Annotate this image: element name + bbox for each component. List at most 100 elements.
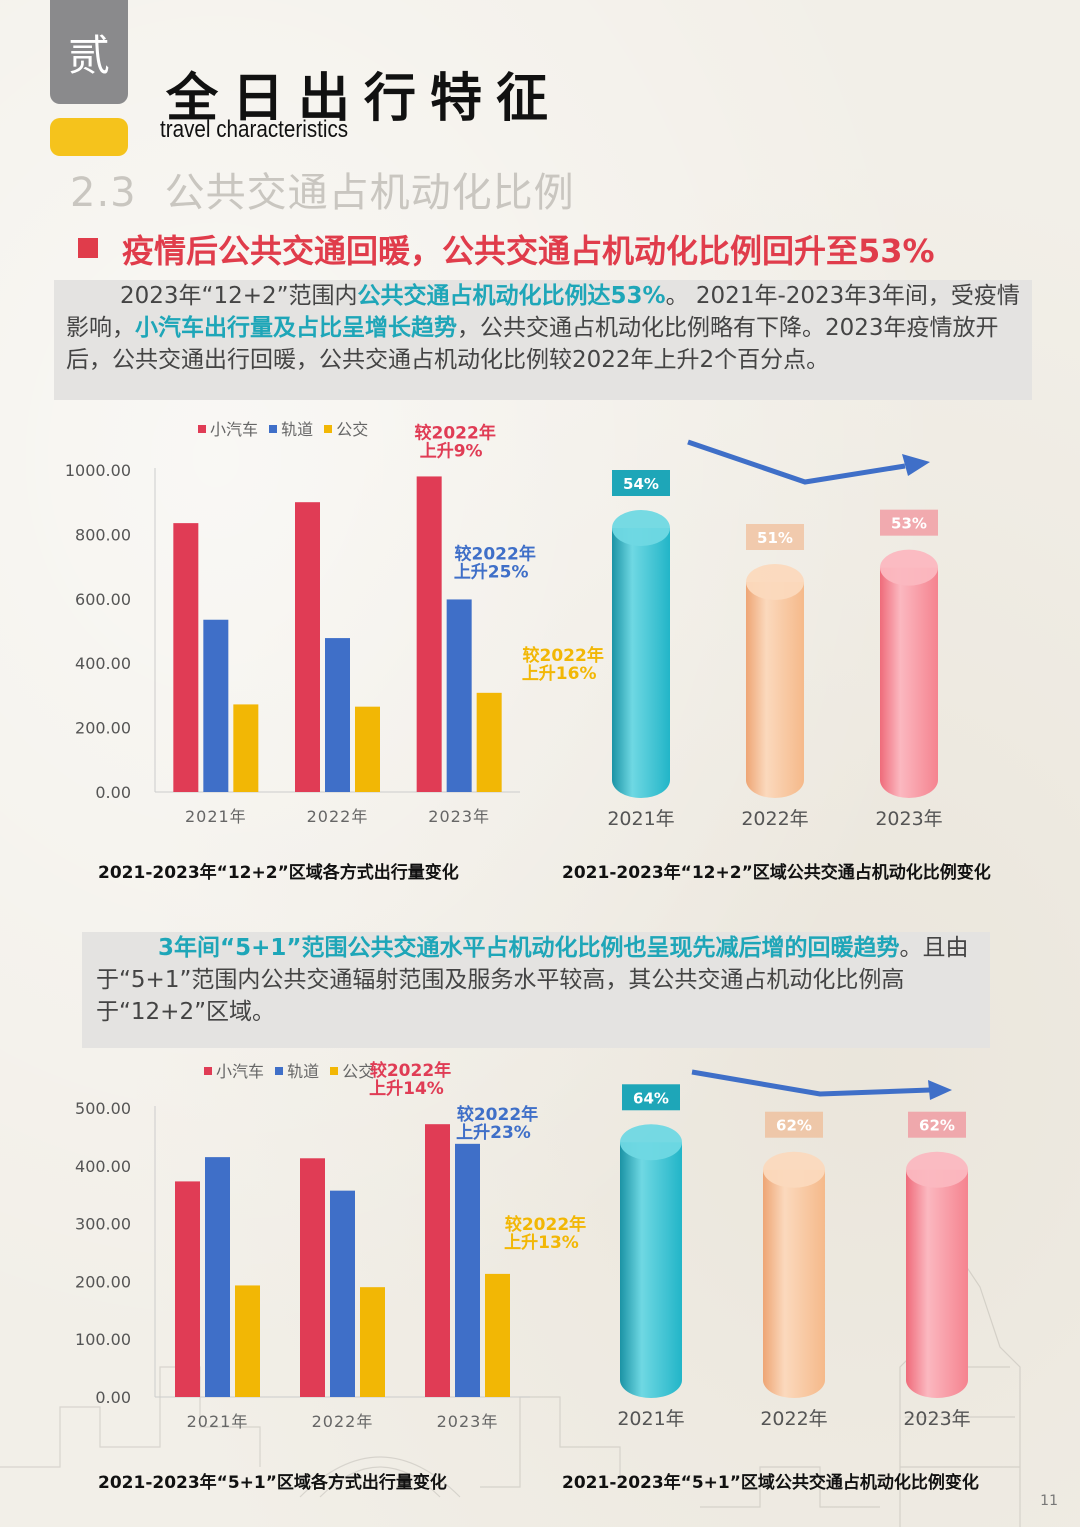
chart3-caption: 2021-2023年“5+1”区域各方式出行量变化 — [98, 1473, 447, 1493]
y-tick-label: 0.00 — [95, 1388, 131, 1407]
section-number: 2.3 — [70, 170, 137, 216]
bar-公交-2022年 — [360, 1287, 385, 1397]
annotation-line-1: 较2022年 — [523, 645, 604, 666]
cylinder-2023年 — [906, 1151, 968, 1398]
legend-swatch-rail — [269, 425, 278, 433]
x-tick-label: 2021年 — [187, 1412, 249, 1431]
bar-小汽车-2022年 — [300, 1158, 325, 1397]
bar-轨道-2021年 — [205, 1157, 230, 1397]
chart2-caption: 2021-2023年“12+2”区域公共交通占机动化比例变化 — [562, 863, 991, 883]
value-label: 54% — [623, 475, 659, 493]
cylinder-2021年 — [612, 510, 670, 798]
bar-小汽车-2022年 — [295, 502, 320, 792]
cylinder-body — [746, 582, 804, 798]
bar-轨道-2023年 — [446, 599, 472, 792]
annotation-line-2: 上升9% — [420, 441, 483, 461]
bar-小汽车-2021年 — [173, 523, 199, 792]
value-label: 64% — [633, 1089, 669, 1107]
page-subtitle: travel characteristics — [160, 116, 349, 143]
value-badge — [622, 1084, 680, 1111]
cylinder-top — [620, 1124, 682, 1161]
trend-arrow-head — [902, 454, 930, 476]
trend-arrow-head — [928, 1080, 952, 1100]
legend-rail: 轨道 — [287, 1062, 320, 1081]
legend-swatch-car — [204, 1067, 212, 1075]
cylinder-body — [906, 1169, 968, 1398]
headline: 疫情后公共交通回暖，公共交通占机动化比例回升至53% — [78, 226, 935, 272]
y-tick-label: 200.00 — [75, 719, 131, 738]
x-tick-label: 2023年 — [903, 1408, 970, 1430]
cylinder-top — [880, 549, 938, 586]
legend-car: 小汽车 — [216, 1062, 265, 1081]
bar-轨道-2021年 — [203, 619, 229, 792]
annotation-line-2: 上升16% — [522, 664, 597, 684]
cylinder-top — [746, 564, 804, 600]
annotation-line-2: 上升25% — [454, 562, 529, 582]
y-tick-label: 500.00 — [75, 1099, 131, 1118]
chapter-tab: 贰 — [50, 0, 128, 104]
intro-textbox-2: 3年间“5+1”范围公共交通水平占机动化比例也呈现先减后增的回暖趋势。且由于“5… — [82, 932, 990, 1048]
y-tick-label: 600.00 — [75, 590, 131, 609]
bar-annotation: 较2022年上升23% — [456, 1104, 538, 1143]
bar-annotation: 较2022年上升13% — [504, 1214, 586, 1253]
intro-text-c: ，公共交通占机动化比例略有下降。2023年疫情放开后，公共交通出行回暖，公共交通… — [66, 315, 999, 373]
chart1-legend: 小汽车 轨道 公交 — [192, 416, 368, 440]
intro-text-a: 2023年“12+2”范围内 — [120, 283, 358, 309]
x-tick-label: 2023年 — [875, 808, 942, 830]
chapter-accent-block — [50, 118, 128, 156]
x-tick-label: 2021年 — [185, 807, 247, 826]
legend-swatch-bus — [330, 1067, 339, 1075]
intro-text-b: 。 2021年-2023年3年间，受疫情影响， — [66, 283, 1020, 341]
page-number: 11 — [1040, 1493, 1058, 1509]
value-badge — [612, 470, 670, 496]
annotation-line-2: 上升23% — [456, 1123, 531, 1143]
value-label: 62% — [919, 1117, 955, 1135]
x-tick-label: 2022年 — [760, 1408, 827, 1430]
x-tick-label: 2021年 — [607, 808, 674, 830]
legend-rail: 轨道 — [281, 420, 314, 439]
y-tick-label: 200.00 — [75, 1272, 131, 1291]
intro-highlight-2: 小汽车出行量及占比呈增长趋势 — [135, 315, 457, 341]
value-badge — [880, 509, 938, 536]
annotation-line-2: 上升14% — [369, 1079, 444, 1099]
x-tick-label: 2022年 — [307, 807, 369, 826]
bar-annotation: 较2022年上升25% — [454, 543, 536, 582]
y-tick-label: 100.00 — [75, 1330, 131, 1349]
y-tick-label: 0.00 — [95, 783, 131, 802]
y-tick-label: 400.00 — [75, 1157, 131, 1176]
trend-arrow — [691, 1069, 931, 1097]
cylinder-2023年 — [880, 549, 938, 798]
bar-公交-2023年 — [476, 692, 502, 792]
value-badge — [765, 1111, 823, 1138]
bar-公交-2022年 — [355, 706, 380, 792]
value-badge — [908, 1111, 966, 1138]
intro2-highlight: 3年间“5+1”范围公共交通水平占机动化比例也呈现先减后增的回暖趋势 — [158, 935, 900, 961]
cylinder-body — [620, 1142, 682, 1398]
cylinder-body — [763, 1169, 825, 1398]
legend-car: 小汽车 — [210, 420, 259, 439]
bar-公交-2021年 — [233, 704, 259, 792]
cylinder-2022年 — [763, 1151, 825, 1398]
y-tick-label: 300.00 — [75, 1215, 131, 1234]
chart-12plus2-trips: 1000.00 800.00 600.00 400.00 200.00 0.00 2021年… — [65, 422, 604, 826]
cylinder-top — [612, 510, 670, 546]
annotation-line-1: 较2022年 — [505, 1214, 586, 1235]
bar-轨道-2023年 — [455, 1143, 480, 1397]
value-badge — [746, 524, 804, 550]
chart4-caption: 2021-2023年“5+1”区域公共交通占机动化比例变化 — [562, 1473, 979, 1493]
x-tick-label: 2023年 — [428, 807, 490, 826]
cylinder-2022年 — [746, 564, 804, 798]
chart-12plus2-share: 54% 2021年 51% 2022年 53% 2023年 — [607, 439, 943, 830]
bar-annotation: 较2022年上升9% — [415, 422, 496, 461]
intro-textbox-1: 2023年“12+2”范围内公共交通占机动化比例达53%。 2021年-2023… — [54, 280, 1032, 400]
chart-5plus1-share: 64% 2021年 62% 2022年 62% 2023年 — [617, 1069, 971, 1430]
annotation-line-1: 较2022年 — [455, 543, 536, 564]
x-tick-label: 2021年 — [617, 1408, 684, 1430]
page-title: 全日出行特征 — [166, 68, 563, 129]
intro-highlight-1: 公共交通占机动化比例达53% — [357, 283, 666, 309]
section-title: 2.3 公共交通占机动化比例 — [70, 160, 575, 218]
value-label: 51% — [757, 529, 793, 547]
bar-annotation: 较2022年上升16% — [522, 645, 604, 684]
annotation-line-1: 较2022年 — [457, 1104, 538, 1125]
intro2-text: 。且由于“5+1”范围内公共交通辐射范围及服务水平较高，其公共交通占机动化比例高… — [96, 935, 969, 1025]
